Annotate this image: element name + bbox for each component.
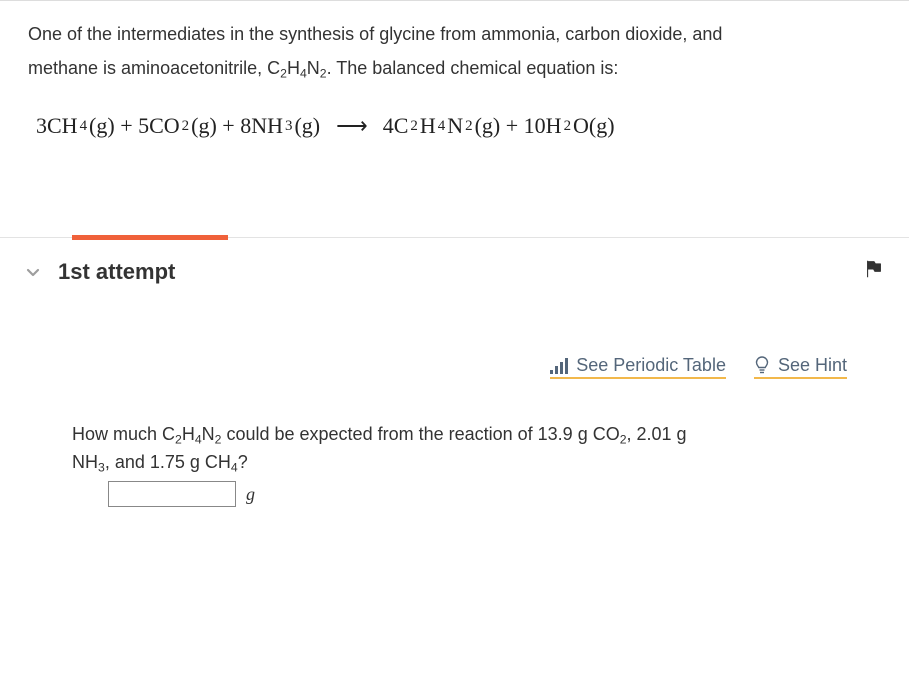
periodic-table-link[interactable]: See Periodic Table	[550, 355, 726, 379]
eq-t1: 3CH	[36, 113, 78, 139]
pr-s2: 4	[195, 433, 202, 447]
intro-sub2: 4	[300, 67, 307, 81]
eq-t6: H	[420, 113, 436, 139]
answer-prompt: How much C2H4N2 could be expected from t…	[72, 421, 837, 477]
attempt-header: 1st attempt	[0, 238, 909, 285]
answer-block: How much C2H4N2 could be expected from t…	[0, 379, 909, 507]
hint-icon	[754, 356, 770, 376]
eq-t8: (g) + 10H	[475, 113, 562, 139]
pr-p2: H	[182, 424, 195, 444]
question-text-block: One of the intermediates in the synthesi…	[0, 1, 909, 177]
attempt-left: 1st attempt	[24, 259, 175, 285]
chevron-down-icon	[25, 264, 41, 280]
pr-p5: , 2.01 g	[627, 424, 687, 444]
pr-l2c: ?	[238, 452, 248, 472]
divider-progress-bar	[72, 235, 228, 240]
intro-line2-mid1: H	[287, 58, 300, 78]
divider-line	[0, 237, 909, 238]
intro-line1: One of the intermediates in the synthesi…	[28, 24, 722, 44]
question-intro: One of the intermediates in the synthesi…	[28, 17, 881, 85]
answer-input[interactable]	[108, 481, 236, 507]
pr-s1: 2	[175, 433, 182, 447]
collapse-toggle[interactable]	[24, 263, 42, 281]
flag-button[interactable]	[863, 258, 885, 285]
pr-p3: N	[202, 424, 215, 444]
attempt-divider	[0, 237, 909, 238]
pr-l2a: NH	[72, 452, 98, 472]
pr-s5: 3	[98, 461, 105, 475]
pr-p4: could be expected from the reaction of 1…	[221, 424, 619, 444]
intro-line2-mid2: N	[307, 58, 320, 78]
eq-t4: (g)	[294, 113, 320, 139]
answer-unit: g	[246, 484, 255, 505]
see-hint-link[interactable]: See Hint	[754, 355, 847, 379]
eq-t9: O(g)	[573, 113, 615, 139]
periodic-table-icon	[550, 358, 568, 374]
intro-line2-pre: methane is aminoacetonitrile, C	[28, 58, 280, 78]
eq-t2: (g) + 5CO	[89, 113, 180, 139]
intro-sub1: 2	[280, 67, 287, 81]
intro-sub3: 2	[320, 67, 327, 81]
eq-t7: N	[447, 113, 463, 139]
see-hint-label: See Hint	[778, 355, 847, 376]
pr-l2b: , and 1.75 g CH	[105, 452, 231, 472]
pr-p1: How much C	[72, 424, 175, 444]
pr-s6: 4	[231, 461, 238, 475]
attempt-title: 1st attempt	[58, 259, 175, 285]
intro-line2-post: . The balanced chemical equation is:	[327, 58, 619, 78]
periodic-table-label: See Periodic Table	[576, 355, 726, 376]
eq-t5: 4C	[383, 113, 409, 139]
tools-row: See Periodic Table See Hint	[0, 285, 909, 379]
pr-s4: 2	[620, 433, 627, 447]
flag-icon	[863, 258, 885, 280]
chemical-equation: 3CH4 (g) + 5CO2 (g) + 8NH3 (g) ⟶ 4C2 H4 …	[28, 85, 881, 149]
answer-input-row: g	[72, 477, 837, 507]
eq-arrow: ⟶	[322, 113, 381, 139]
eq-t3: (g) + 8NH	[191, 113, 283, 139]
